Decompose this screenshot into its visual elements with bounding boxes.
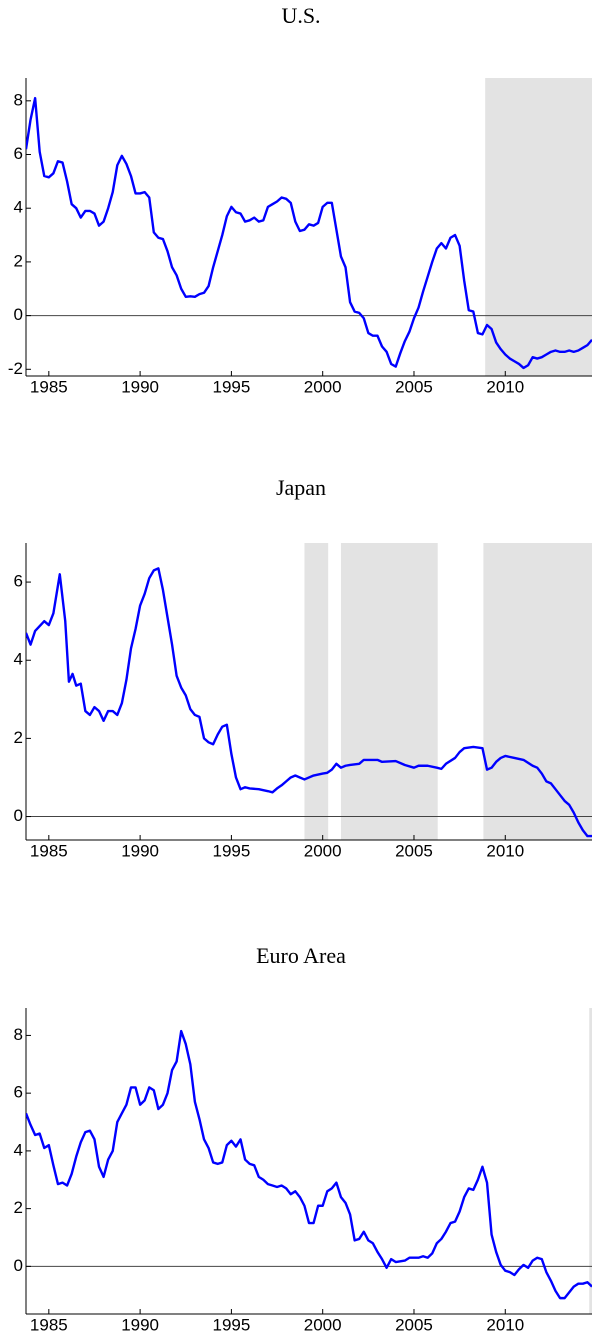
x-tick-label: 1990 xyxy=(121,377,159,396)
x-tick-label: 1985 xyxy=(30,377,68,396)
y-tick-label: 4 xyxy=(14,1140,23,1159)
y-tick-label: -2 xyxy=(8,359,23,378)
panel: Japan 0 2 4 6 1985 1990 1995 2000 2005 2010 xyxy=(14,475,592,860)
y-tick-label: 8 xyxy=(14,1025,23,1044)
y-tick-label: 2 xyxy=(14,728,23,747)
panel-title: Japan xyxy=(276,475,326,500)
y-tick-label: 2 xyxy=(14,251,23,270)
x-tick-label: 2010 xyxy=(486,841,524,860)
panel: U.S. -2 0 2 4 6 8 1985 1990 1995 2000 2005 2010 xyxy=(8,3,592,396)
y-tick-label: 4 xyxy=(14,198,23,217)
shaded-region xyxy=(340,543,438,840)
x-tick-label: 1985 xyxy=(30,1315,68,1334)
y-tick-label: 6 xyxy=(14,144,23,163)
data-line xyxy=(26,1029,592,1300)
x-tick-label: 2010 xyxy=(486,1315,524,1334)
shaded-region xyxy=(589,1008,592,1314)
data-line xyxy=(26,96,592,370)
shaded-region xyxy=(485,78,592,376)
panel: Euro Area 0 2 4 6 8 1985 1990 1995 2000 2005 2010 xyxy=(14,943,592,1334)
x-tick-label: 1985 xyxy=(30,841,68,860)
y-tick-label: 8 xyxy=(14,90,23,109)
y-tick-label: 6 xyxy=(14,1083,23,1102)
y-tick-label: 2 xyxy=(14,1198,23,1217)
y-tick-label: 0 xyxy=(14,806,23,825)
x-tick-label: 2000 xyxy=(304,841,342,860)
x-tick-label: 1995 xyxy=(212,841,250,860)
x-tick-label: 2005 xyxy=(395,377,433,396)
y-tick-label: 4 xyxy=(14,650,23,669)
x-tick-label: 2005 xyxy=(395,841,433,860)
x-tick-label: 2005 xyxy=(395,1315,433,1334)
x-tick-label: 1990 xyxy=(121,841,159,860)
y-tick-label: 0 xyxy=(14,1256,23,1275)
x-tick-label: 2000 xyxy=(304,377,342,396)
x-tick-label: 2010 xyxy=(486,377,524,396)
y-tick-label: 6 xyxy=(14,572,23,591)
x-tick-label: 1990 xyxy=(121,1315,159,1334)
x-tick-label: 1995 xyxy=(212,1315,250,1334)
panel-title: Euro Area xyxy=(256,943,346,968)
y-tick-label: 0 xyxy=(14,305,23,324)
x-tick-label: 2000 xyxy=(304,1315,342,1334)
panel-title: U.S. xyxy=(281,3,320,28)
shaded-region xyxy=(304,543,329,840)
shaded-region xyxy=(483,543,592,840)
data-line xyxy=(26,567,592,838)
x-tick-label: 1995 xyxy=(212,377,250,396)
